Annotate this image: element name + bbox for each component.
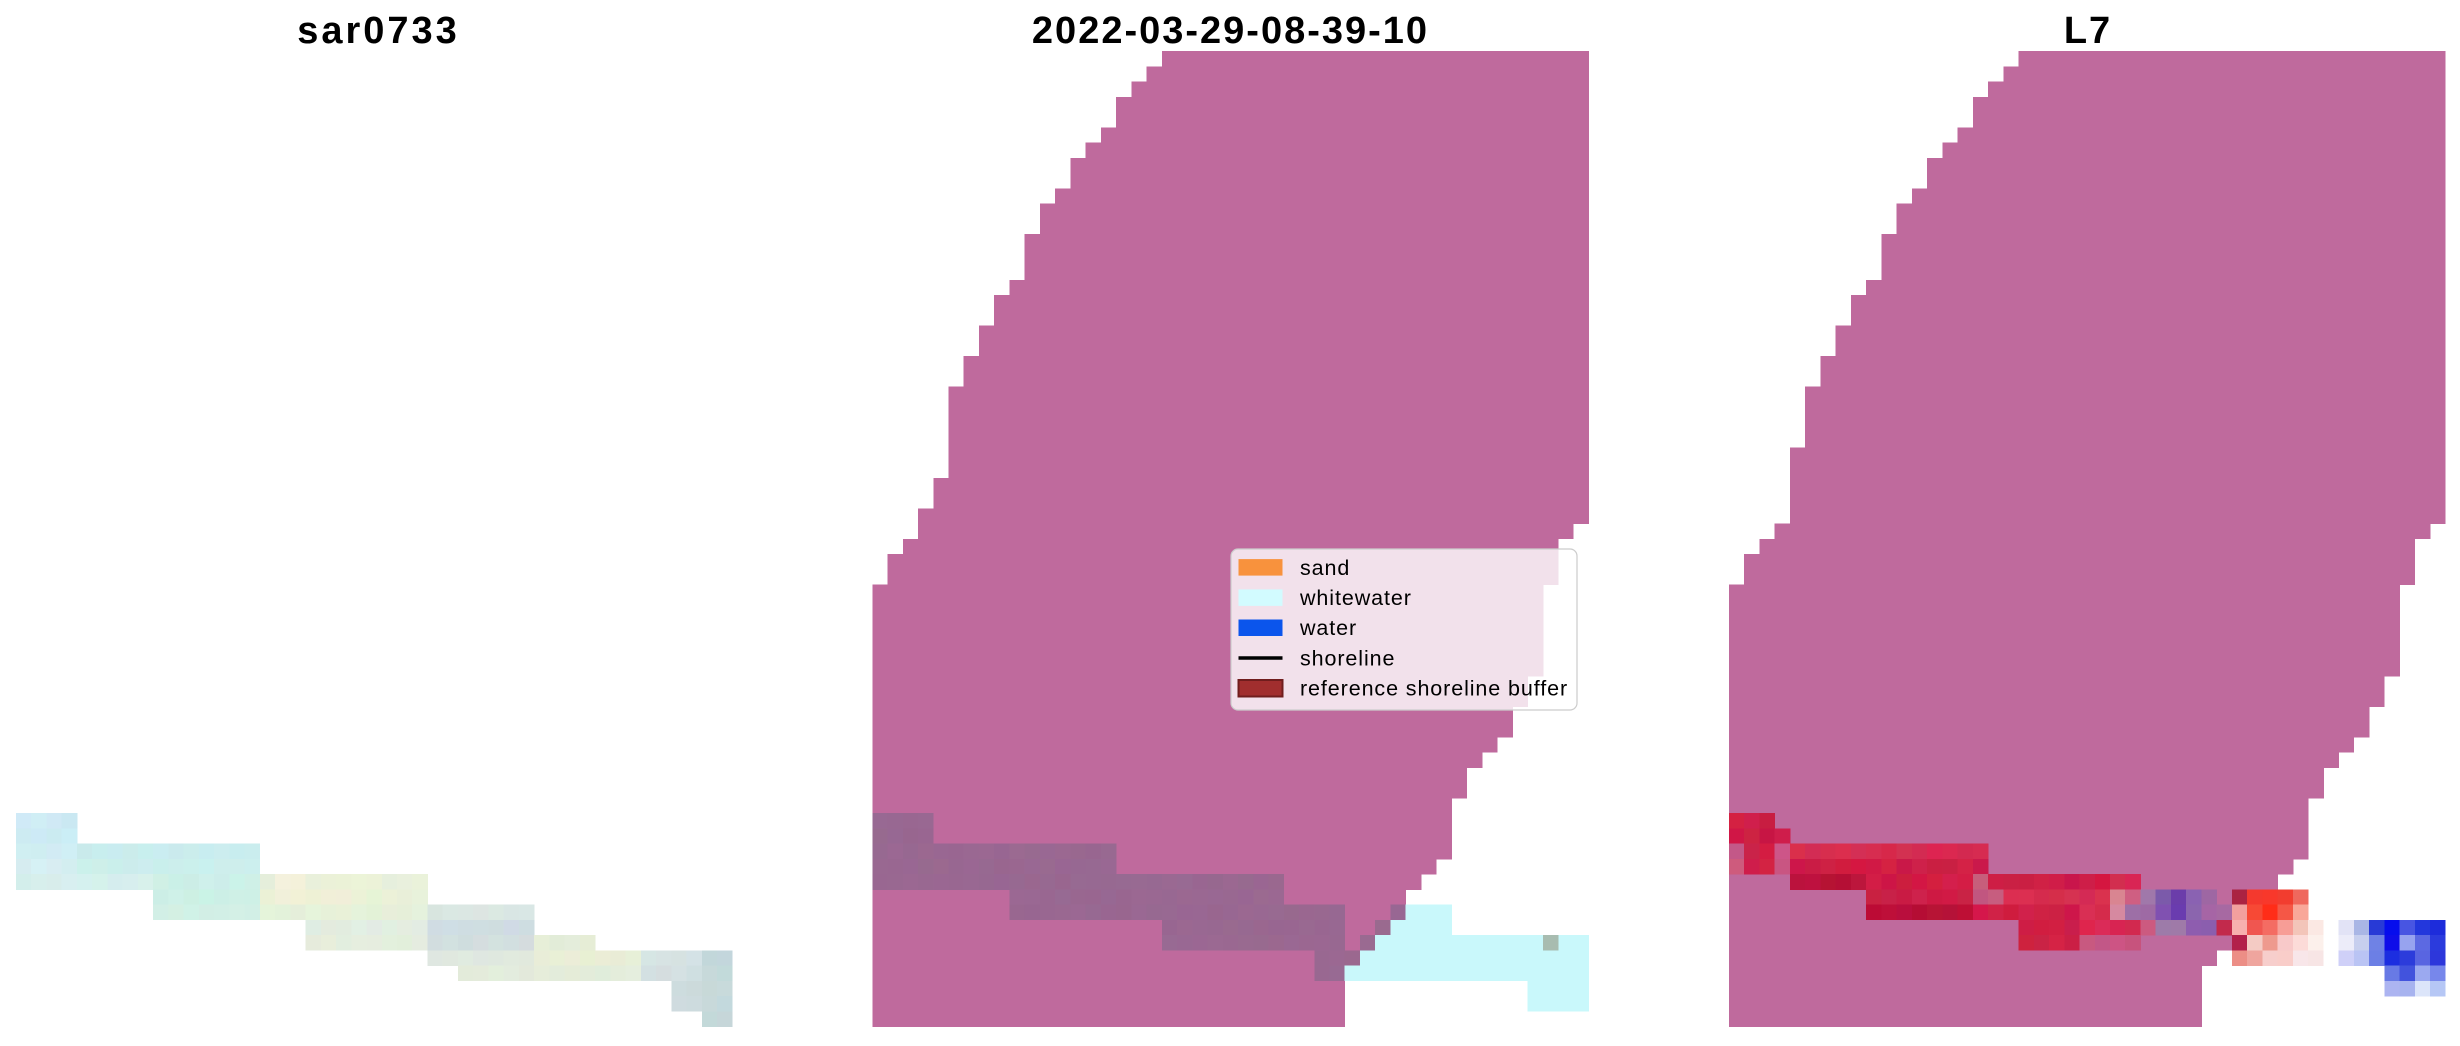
- svg-text:2022-03-29-08-39-10: 2022-03-29-08-39-10: [1032, 10, 1429, 52]
- svg-text:sar0733: sar0733: [297, 10, 460, 52]
- svg-text:reference shoreline buffer: reference shoreline buffer: [1300, 677, 1568, 701]
- svg-text:whitewater: whitewater: [1299, 586, 1412, 610]
- svg-text:L7: L7: [2064, 10, 2112, 52]
- svg-text:water: water: [1299, 616, 1357, 640]
- svg-text:shoreline: shoreline: [1300, 646, 1395, 670]
- svg-text:sand: sand: [1300, 556, 1350, 580]
